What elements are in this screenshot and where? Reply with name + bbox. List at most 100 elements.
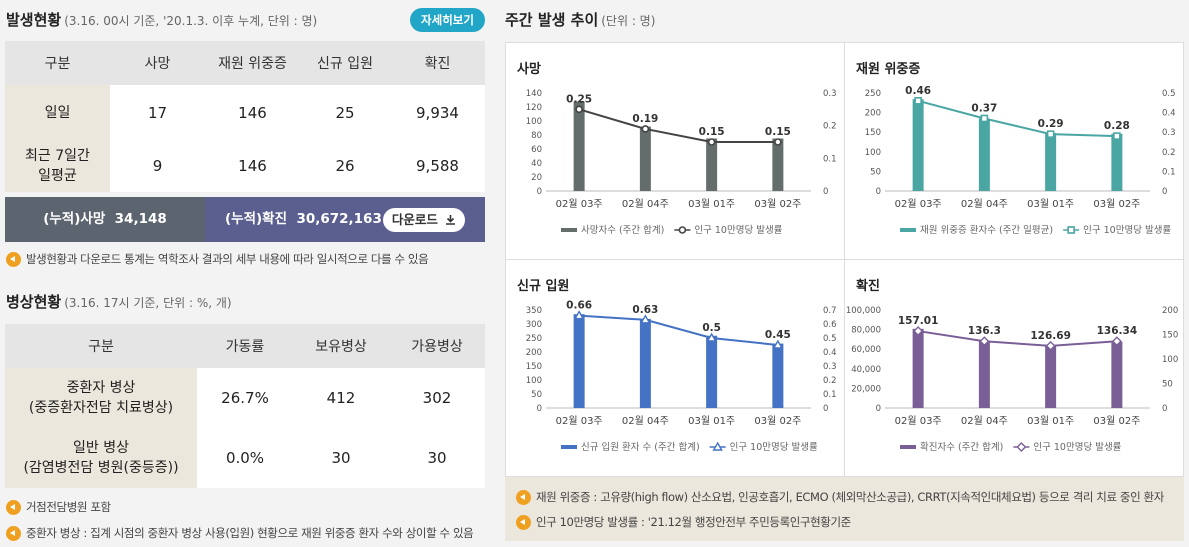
y-tick-label: 140 xyxy=(526,89,542,99)
table-cell: 26 xyxy=(300,140,390,192)
legend-bar-label: 재원 위중증 환자수 (주간 일평균) xyxy=(920,224,1053,236)
x-tick-label: 03월 02주 xyxy=(1093,198,1140,210)
y2-tick-label: 0.1 xyxy=(1162,167,1176,177)
table-cell: 9 xyxy=(110,140,205,192)
status-title-text: 발생현황 xyxy=(6,11,62,29)
beds-title: 병상현황 (3.16. 17시 기준, 단위 : %, 개) xyxy=(6,291,232,312)
y-tick-label: 120 xyxy=(526,103,542,113)
status-col-header: 신규 입원 xyxy=(300,41,390,85)
chart-title: 사망 xyxy=(517,62,541,77)
legend-line-marker xyxy=(712,441,723,451)
y2-tick-label: 0.5 xyxy=(1162,89,1176,99)
bar xyxy=(573,314,585,408)
y-tick-label: 20,000 xyxy=(851,384,881,394)
y2-tick-label: 0.1 xyxy=(823,390,837,400)
row-label: 중환자 병상 (중증환자전담 치료병상) xyxy=(5,368,197,428)
data-label: 136.34 xyxy=(1097,325,1138,337)
y-tick-label: 150 xyxy=(865,128,881,138)
y-tick-label: 20 xyxy=(531,173,542,183)
data-label: 0.37 xyxy=(971,102,997,114)
y2-tick-label: 0.2 xyxy=(823,376,837,386)
table-cell: 9,934 xyxy=(390,85,485,140)
data-label: 0.5 xyxy=(702,322,721,334)
table-row: 일일 17 146 25 9,934 xyxy=(5,85,485,140)
y-tick-label: 60 xyxy=(531,145,542,155)
download-button[interactable]: 다운로드 xyxy=(383,208,465,232)
rate-line xyxy=(579,314,778,346)
y2-tick-label: 150 xyxy=(1162,331,1178,341)
legend-line-marker xyxy=(678,226,687,234)
rate-point xyxy=(979,336,990,347)
bar xyxy=(978,118,990,191)
weekly-footnote: 재원 위중증 : 고유량(high flow) 산소요법, 인공호흡기, ECM… xyxy=(516,489,1164,505)
status-title: 발생현황 (3.16. 00시 기준, '20.1.3. 이후 누계, 단위 : … xyxy=(6,9,317,30)
data-label: 0.28 xyxy=(1104,120,1130,132)
y2-tick-label: 0 xyxy=(1162,404,1167,414)
beds-col-header: 보유병상 xyxy=(293,324,389,368)
legend-bar-swatch xyxy=(561,228,577,232)
data-label: 0.45 xyxy=(765,329,791,341)
legend-bar-swatch xyxy=(900,445,916,449)
y-tick-label: 0 xyxy=(537,404,542,414)
chart-confirmed: 0 20,000 40,000 60,000 80,000 100,000 0 50 100 15… xyxy=(846,306,1178,453)
y-tick-label: 150 xyxy=(526,362,542,372)
y-tick-label: 300 xyxy=(526,320,542,330)
y-tick-label: 50 xyxy=(870,167,881,177)
detail-button[interactable]: 자세히보기 xyxy=(410,8,485,32)
data-label: 0.46 xyxy=(905,85,931,97)
y-tick-label: 40,000 xyxy=(851,365,881,375)
y2-tick-label: 200 xyxy=(1162,306,1178,316)
legend-bar-label: 사망자수 (주간 합계) xyxy=(581,224,664,236)
y-tick-label: 0 xyxy=(876,187,881,197)
y-tick-label: 200 xyxy=(865,109,881,119)
speaker-icon xyxy=(516,514,531,530)
rate-point xyxy=(573,310,585,320)
speaker-icon xyxy=(516,489,531,505)
status-col-header: 확진 xyxy=(390,41,485,85)
beds-title-text: 병상현황 xyxy=(6,293,62,311)
download-icon xyxy=(446,215,456,225)
y-tick-label: 60,000 xyxy=(851,345,881,355)
bar xyxy=(1045,132,1057,191)
x-tick-label: 03월 02주 xyxy=(1093,415,1140,427)
chart-legend: 신규 입원 환자 수 (주간 합계) 인구 10만명당 발생률 xyxy=(561,441,818,453)
bar xyxy=(573,101,585,191)
legend-bar-swatch xyxy=(561,445,577,449)
chart-severe: 0 50 100 150 200 250 0 0.1 0.2 0.3 0.4 0.5 02월 03주 02… xyxy=(865,85,1176,236)
weekly-footnote: 인구 10만명당 발생률 : '21.12월 행정안전부 주민등록인구현황기준 xyxy=(516,514,851,530)
legend-line-label: 인구 10만명당 발생률 xyxy=(694,225,782,236)
rate-point xyxy=(913,326,924,337)
legend-line-label: 인구 10만명당 발생률 xyxy=(730,442,818,453)
y-tick-label: 40 xyxy=(531,159,542,169)
y2-tick-label: 0.3 xyxy=(1162,128,1176,138)
y2-tick-label: 0.4 xyxy=(823,348,837,358)
table-cell: 26.7% xyxy=(197,368,293,428)
bar xyxy=(1111,133,1123,191)
status-col-header: 구분 xyxy=(5,41,110,85)
y-tick-label: 250 xyxy=(526,334,542,344)
table-cell: 17 xyxy=(110,85,205,140)
chart-admission: 0 50 100 150 200 250 300 350 0 0.1 0.2 0.3 0.4 0.5 0.6… xyxy=(526,300,837,453)
x-tick-label: 02월 03주 xyxy=(556,198,603,210)
table-cell: 25 xyxy=(300,85,390,140)
beds-note-text: 거점전담병원 포함 xyxy=(26,500,111,514)
x-tick-label: 02월 04주 xyxy=(961,415,1008,427)
legend-line-label: 인구 10만명당 발생률 xyxy=(1033,442,1121,453)
x-tick-label: 03월 02주 xyxy=(754,198,801,210)
rate-point xyxy=(641,125,650,133)
x-tick-label: 03월 02주 xyxy=(754,415,801,427)
table-cell: 146 xyxy=(205,85,300,140)
y-tick-label: 100 xyxy=(526,117,542,127)
x-tick-label: 02월 03주 xyxy=(895,198,942,210)
x-tick-label: 02월 03주 xyxy=(895,415,942,427)
y-tick-label: 250 xyxy=(865,89,881,99)
data-label: 0.19 xyxy=(632,113,658,125)
legend-bar-label: 확진자수 (주간 합계) xyxy=(920,441,1003,453)
y-tick-label: 100 xyxy=(865,148,881,158)
y-tick-label: 80 xyxy=(531,131,542,141)
status-col-header: 사망 xyxy=(110,41,205,85)
beds-col-header: 가용병상 xyxy=(389,324,485,368)
weekly-footnote-text: 인구 10만명당 발생률 : '21.12월 행정안전부 주민등록인구현황기준 xyxy=(536,515,851,529)
rate-point xyxy=(707,138,716,146)
x-tick-label: 03월 01주 xyxy=(1027,198,1074,210)
